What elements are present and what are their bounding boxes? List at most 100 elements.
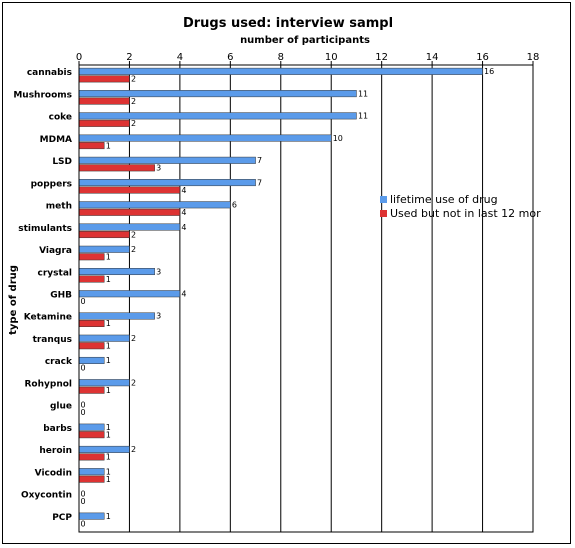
- bar-not-last-12: [78, 186, 181, 194]
- x-tick-label: 16: [476, 52, 489, 63]
- category-label: Ketamine: [24, 313, 72, 323]
- category-label: LSD: [52, 157, 72, 167]
- data-label: 1: [106, 475, 111, 484]
- bar-not-last-12: [78, 319, 105, 327]
- data-label: 2: [131, 378, 136, 387]
- y-axis-label: type of drug: [8, 265, 19, 335]
- data-label: 16: [484, 67, 494, 76]
- chart-title: Drugs used: interview sampl: [183, 16, 393, 31]
- category-label: Rohypnol: [24, 379, 72, 389]
- category-label: tranqus: [33, 335, 72, 345]
- bar-not-last-12: [78, 386, 105, 394]
- bar-not-last-12: [78, 97, 130, 105]
- bar-not-last-12: [78, 208, 181, 216]
- bar-not-last-12: [78, 475, 105, 483]
- bar-lifetime: [78, 179, 256, 187]
- bar-lifetime: [78, 156, 256, 164]
- bar-lifetime: [78, 245, 130, 253]
- data-label: 2: [131, 445, 136, 454]
- data-label: 1: [106, 275, 111, 284]
- data-label: 1: [106, 341, 111, 350]
- bar-lifetime: [78, 312, 155, 320]
- bar-lifetime: [78, 290, 181, 298]
- category-label: crack: [45, 357, 73, 367]
- x-tick-label: 2: [126, 52, 132, 63]
- category-labels: cannabis Mushrooms coke MDMA LSD poppers meth s…: [13, 68, 73, 523]
- gridlines: [128, 65, 484, 532]
- x-tick-label: 8: [278, 52, 284, 63]
- data-label: 1: [106, 253, 111, 262]
- data-label: 3: [156, 164, 161, 173]
- category-label: Vicodin: [35, 468, 72, 478]
- bar-not-last-12: [78, 342, 105, 350]
- data-label: 2: [131, 75, 136, 84]
- bar-not-last-12: [78, 164, 155, 172]
- category-label: Oxycontin: [21, 491, 72, 501]
- data-label: 1: [106, 453, 111, 462]
- x-tick-label: 0: [76, 52, 82, 63]
- data-label: 4: [181, 290, 186, 299]
- data-label: 0: [81, 297, 86, 306]
- data-label: 1: [106, 430, 111, 439]
- bar-lifetime: [78, 134, 332, 142]
- data-label: 7: [257, 156, 262, 165]
- data-label: 10: [333, 134, 343, 143]
- bar-not-last-12: [78, 431, 105, 439]
- data-label: 2: [131, 97, 136, 106]
- bar-lifetime: [78, 379, 130, 387]
- category-label: cannabis: [27, 68, 72, 78]
- bar-not-last-12: [78, 75, 130, 83]
- data-label: 0: [81, 364, 86, 373]
- x-tick-labels: 0 2 4 6 8 10 12 14 16 18: [76, 52, 540, 65]
- data-label: 4: [181, 223, 186, 232]
- bar-not-last-12: [78, 453, 105, 461]
- x-tick-label: 14: [426, 52, 439, 63]
- data-label: 11: [358, 112, 368, 121]
- data-label: 2: [131, 230, 136, 239]
- bar-not-last-12: [78, 231, 130, 239]
- data-label: 1: [106, 356, 111, 365]
- x-tick-label: 10: [325, 52, 338, 63]
- category-label: glue: [50, 402, 72, 412]
- bar-not-last-12: [78, 275, 105, 283]
- category-label: coke: [49, 113, 72, 123]
- data-label: 1: [106, 141, 111, 150]
- x-tick-label: 4: [177, 52, 183, 63]
- data-label: 3: [156, 267, 161, 276]
- category-label: poppers: [31, 179, 72, 189]
- bar-lifetime: [78, 90, 357, 98]
- data-label: 0: [81, 497, 86, 506]
- bar-lifetime: [78, 468, 105, 476]
- category-label: meth: [46, 202, 72, 212]
- data-label: 2: [131, 334, 136, 343]
- data-label: 4: [181, 208, 186, 217]
- bar-not-last-12: [78, 253, 105, 261]
- category-label: MDMA: [40, 135, 72, 145]
- x-tick-label: 18: [527, 52, 540, 63]
- data-label: 1: [106, 423, 111, 432]
- data-label: 7: [257, 178, 262, 187]
- category-label: PCP: [52, 513, 72, 523]
- category-label: crystal: [38, 268, 72, 278]
- x-tick-label: 12: [375, 52, 388, 63]
- bar-not-last-12: [78, 119, 130, 127]
- x-tick-label: 6: [227, 52, 233, 63]
- data-label: 0: [81, 519, 86, 528]
- category-label: barbs: [43, 424, 72, 434]
- data-label: 1: [106, 512, 111, 521]
- legend-entry: lifetime use of drug: [390, 193, 498, 206]
- data-label: 2: [131, 245, 136, 254]
- category-label: heroin: [39, 446, 72, 456]
- bar-lifetime: [78, 445, 130, 453]
- data-label: 1: [106, 386, 111, 395]
- category-label: GHB: [50, 291, 72, 301]
- data-label: 1: [106, 467, 111, 476]
- legend-swatch: [380, 196, 387, 203]
- bar-lifetime: [78, 423, 105, 431]
- bar-lifetime: [78, 67, 483, 75]
- data-label: 1: [106, 319, 111, 328]
- bar-lifetime: [78, 112, 357, 120]
- data-label: 0: [81, 490, 86, 499]
